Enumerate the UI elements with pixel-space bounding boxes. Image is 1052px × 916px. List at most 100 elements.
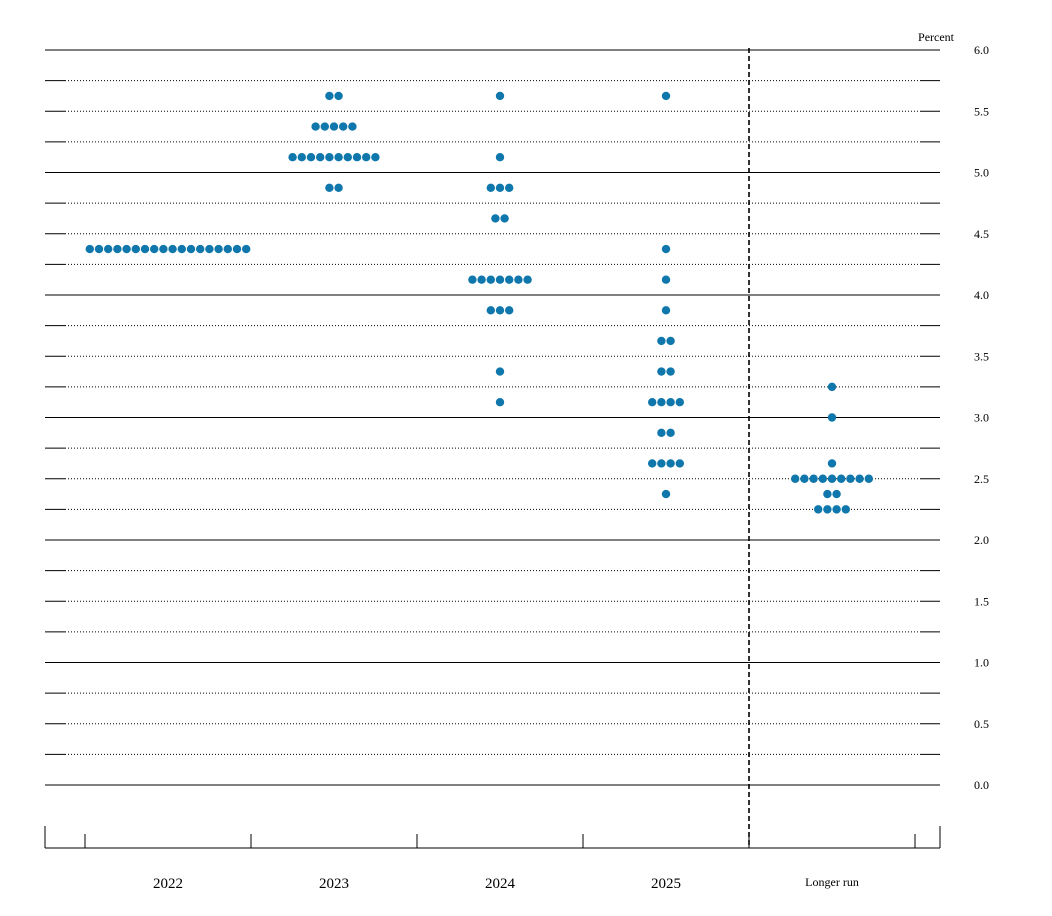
projection-dot xyxy=(661,306,671,315)
projection-dot xyxy=(661,244,671,254)
projection-dot xyxy=(196,244,205,254)
x-category-label: 2023 xyxy=(319,876,349,892)
projection-dot xyxy=(495,306,505,315)
projection-dot xyxy=(832,505,841,514)
projection-dot xyxy=(832,489,841,499)
projection-dot xyxy=(325,183,334,193)
projection-dot xyxy=(371,152,380,162)
projection-dot xyxy=(486,183,495,193)
projection-dot xyxy=(823,505,832,514)
projection-dot xyxy=(500,214,509,223)
y-tick-label: 1.0 xyxy=(974,656,989,670)
projection-dot xyxy=(809,474,818,483)
x-axis xyxy=(44,826,941,849)
projection-dot xyxy=(800,474,809,483)
projection-dot xyxy=(855,474,864,483)
x-category-label: 2022 xyxy=(153,876,183,892)
y-tick-label: 2.0 xyxy=(974,533,989,547)
projection-dot xyxy=(362,152,371,162)
projection-dot xyxy=(666,459,675,468)
projection-dot xyxy=(288,152,297,162)
projection-dot xyxy=(657,397,666,407)
projection-dot xyxy=(505,275,514,284)
projection-dot xyxy=(334,152,343,162)
projection-dot xyxy=(837,474,846,483)
projection-dot xyxy=(168,244,177,254)
projection-dot xyxy=(186,244,196,254)
x-category-label: 2024 xyxy=(485,876,516,892)
projection-dot xyxy=(514,275,523,284)
projection-dot xyxy=(131,244,140,254)
projection-dot xyxy=(523,275,532,284)
y-tick-label: 5.0 xyxy=(974,166,989,180)
projection-dot xyxy=(823,489,832,499)
y-tick-label: 1.5 xyxy=(974,594,989,608)
projection-dot xyxy=(150,244,159,254)
projection-dot xyxy=(657,367,666,376)
x-category-label: 2025 xyxy=(651,876,681,892)
projection-dot xyxy=(94,244,104,254)
projection-dot xyxy=(661,275,671,284)
projection-dot xyxy=(339,122,348,131)
projection-dot xyxy=(306,152,316,162)
y-tick-label: 4.0 xyxy=(974,288,989,302)
projection-dot xyxy=(827,382,837,392)
projection-dot xyxy=(827,459,837,468)
projection-dot xyxy=(352,152,362,162)
projection-dot xyxy=(818,474,827,483)
projection-dot xyxy=(311,122,320,131)
x-category-label: Longer run xyxy=(805,875,859,889)
projection-dot xyxy=(661,489,671,499)
projection-dot xyxy=(495,152,505,162)
projection-dot xyxy=(648,397,657,407)
projection-dot xyxy=(841,505,850,514)
grid-lines xyxy=(45,49,940,786)
projection-dot xyxy=(242,244,251,254)
projection-dot xyxy=(334,91,343,101)
projection-dot xyxy=(468,275,477,284)
projection-dot xyxy=(205,244,214,254)
y-tick-label: 0.0 xyxy=(974,778,989,792)
y-tick-label: 0.5 xyxy=(974,717,989,731)
y-tick-label: 4.5 xyxy=(974,227,989,241)
projection-dot xyxy=(325,152,334,162)
projection-dot xyxy=(297,152,306,162)
projection-dot xyxy=(477,275,486,284)
projection-dot xyxy=(486,306,495,315)
projection-dot xyxy=(104,244,113,254)
y-tick-labels: 0.0 0.5 1.0 1.5 2.0 2.5 3.0 3.5 4.0 4.5 5.0 5.5 6.0 xyxy=(974,43,989,792)
unit-label: Percent xyxy=(918,30,955,44)
projection-dot xyxy=(495,91,505,101)
projection-dot xyxy=(334,183,343,193)
projection-dot xyxy=(495,367,505,376)
y-tick-label: 3.0 xyxy=(974,411,989,425)
projection-dot xyxy=(846,474,855,483)
dots-layer xyxy=(85,91,873,514)
y-tick-label: 6.0 xyxy=(974,43,989,57)
projection-dot xyxy=(140,244,150,254)
projection-dot xyxy=(814,505,823,514)
projection-dot xyxy=(666,428,675,438)
projection-dot xyxy=(675,459,684,468)
projection-dot xyxy=(648,459,657,468)
y-tick-label: 5.5 xyxy=(974,104,989,118)
projection-dot xyxy=(177,244,186,254)
projection-dot xyxy=(864,474,873,483)
projection-dot xyxy=(348,122,357,131)
projection-dot xyxy=(495,275,505,284)
projection-dot xyxy=(666,397,675,407)
projection-dot xyxy=(666,336,675,346)
projection-dot xyxy=(675,397,684,407)
projection-dot xyxy=(325,91,334,101)
projection-dot xyxy=(113,244,122,254)
projection-dot xyxy=(316,152,325,162)
projection-dot xyxy=(122,244,131,254)
projection-dot xyxy=(657,428,666,438)
projection-dot xyxy=(343,152,352,162)
projection-dot xyxy=(827,474,837,483)
projection-dot xyxy=(827,413,837,422)
x-category-labels: 2022 2023 2024 2025 Longer run xyxy=(153,875,859,892)
projection-dot xyxy=(666,367,675,376)
projection-dot xyxy=(85,244,95,254)
